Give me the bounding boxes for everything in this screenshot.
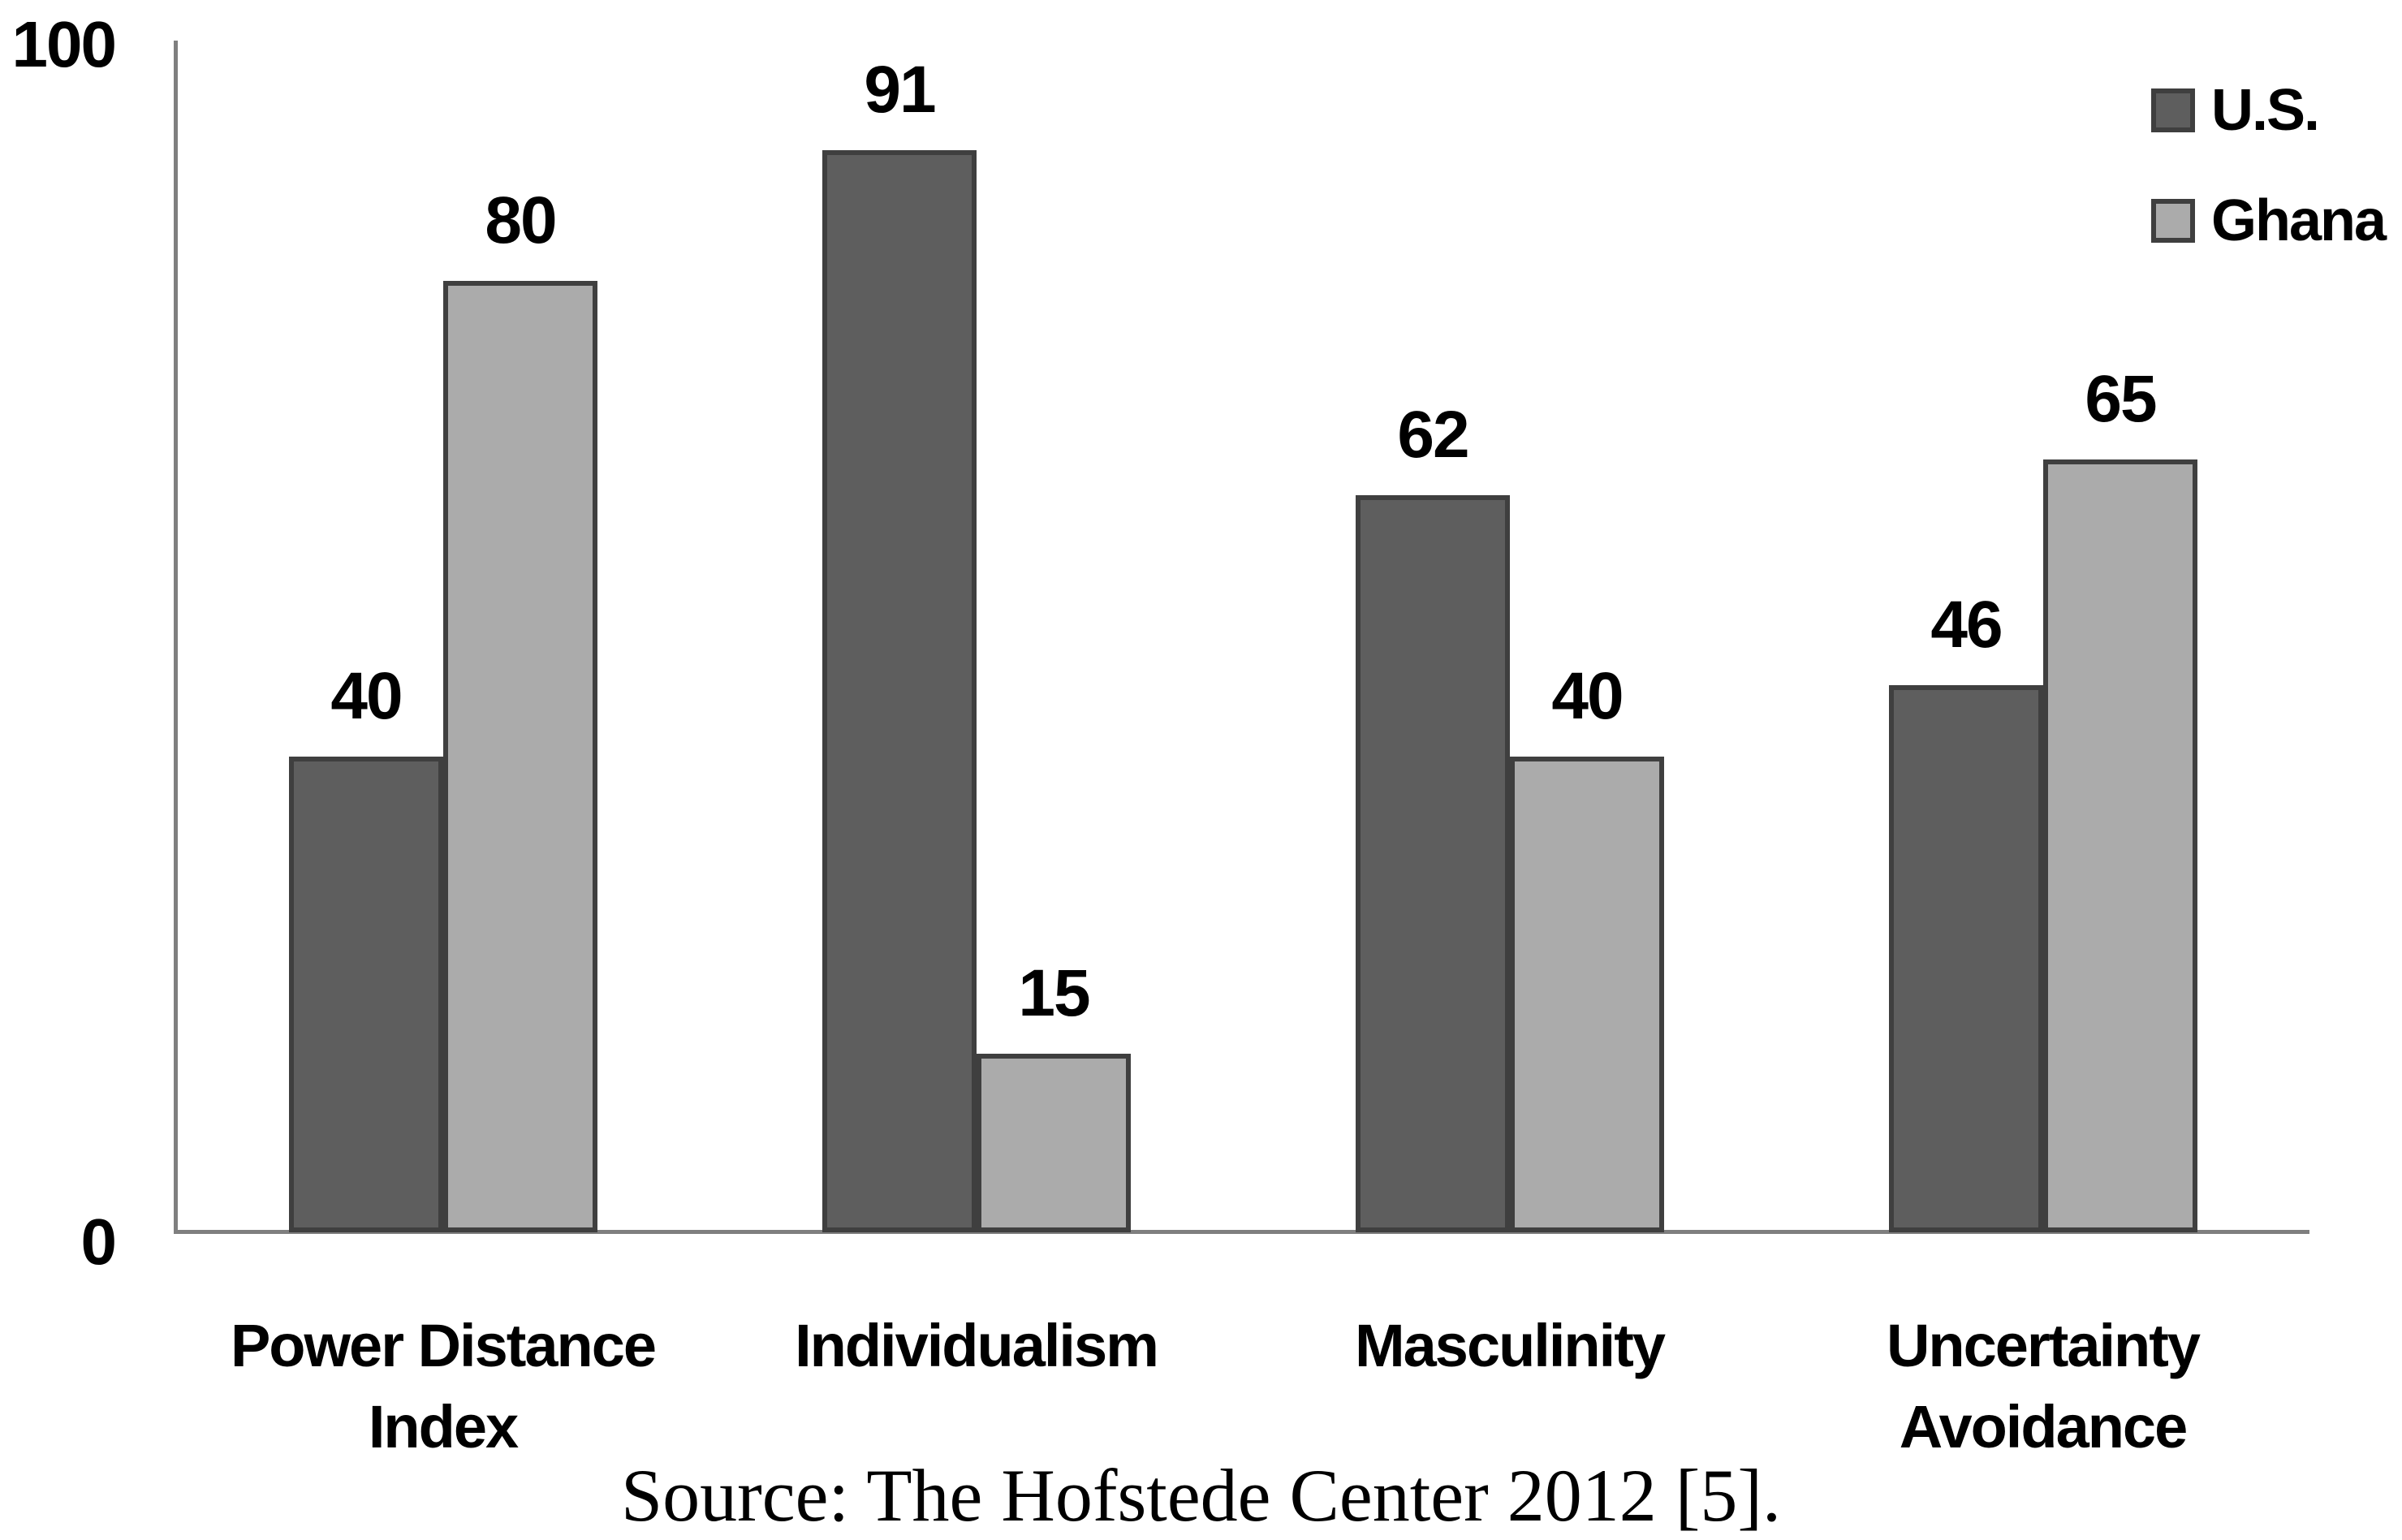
- category-label-4: Uncertainty Avoidance: [1776, 1305, 2309, 1468]
- bar-value-label: 80: [485, 183, 557, 257]
- us-series-swatch-icon: [2151, 88, 2195, 132]
- category-label-line: Individualism: [795, 1312, 1159, 1379]
- x-axis-line: [174, 1230, 2309, 1234]
- category-label-line: Avoidance: [1899, 1393, 2188, 1460]
- legend-item-us: U.S.: [2151, 81, 2385, 140]
- bar-us-3: [1356, 495, 1510, 1232]
- category-label-1: Power Distance Index: [176, 1305, 709, 1468]
- legend-label-us: U.S.: [2211, 78, 2320, 143]
- ghana-series-swatch-icon: [2151, 199, 2195, 243]
- bar-us-1: [289, 757, 443, 1232]
- bar-us-4: [1889, 685, 2043, 1232]
- bar-ghana-3: [1510, 757, 1664, 1232]
- category-label-3: Masculinity: [1243, 1305, 1776, 1387]
- bar-ghana-4: [2043, 459, 2197, 1232]
- bar-value-label: 15: [1018, 956, 1090, 1030]
- legend: U.S. Ghana: [2151, 81, 2387, 302]
- bar-value-label: 62: [1397, 398, 1469, 472]
- bar-value-label: 40: [1551, 659, 1624, 733]
- bar-value-label: 46: [1930, 588, 2003, 662]
- legend-item-ghana: Ghana: [2151, 188, 2387, 253]
- bar-value-label: 40: [330, 659, 403, 733]
- legend-label-ghana: Ghana: [2211, 188, 2387, 253]
- bar-us-2: [822, 150, 977, 1232]
- bar-value-label: 91: [864, 53, 936, 127]
- y-axis-max-label: 100: [11, 8, 117, 80]
- y-axis-line: [174, 41, 178, 1232]
- category-label-line: Uncertainty: [1886, 1312, 2201, 1379]
- y-axis-min-label: 0: [80, 1206, 118, 1278]
- bar-ghana-1: [443, 281, 597, 1232]
- category-label-line: Index: [368, 1393, 519, 1460]
- bar-ghana-2: [977, 1054, 1131, 1232]
- source-note: Source: The Hofstede Center 2012 [5].: [620, 1454, 1781, 1537]
- category-label-line: Power Distance: [230, 1312, 657, 1379]
- bar-value-label: 65: [2085, 362, 2157, 436]
- category-label-2: Individualism: [709, 1305, 1243, 1387]
- category-label-line: Masculinity: [1355, 1312, 1666, 1379]
